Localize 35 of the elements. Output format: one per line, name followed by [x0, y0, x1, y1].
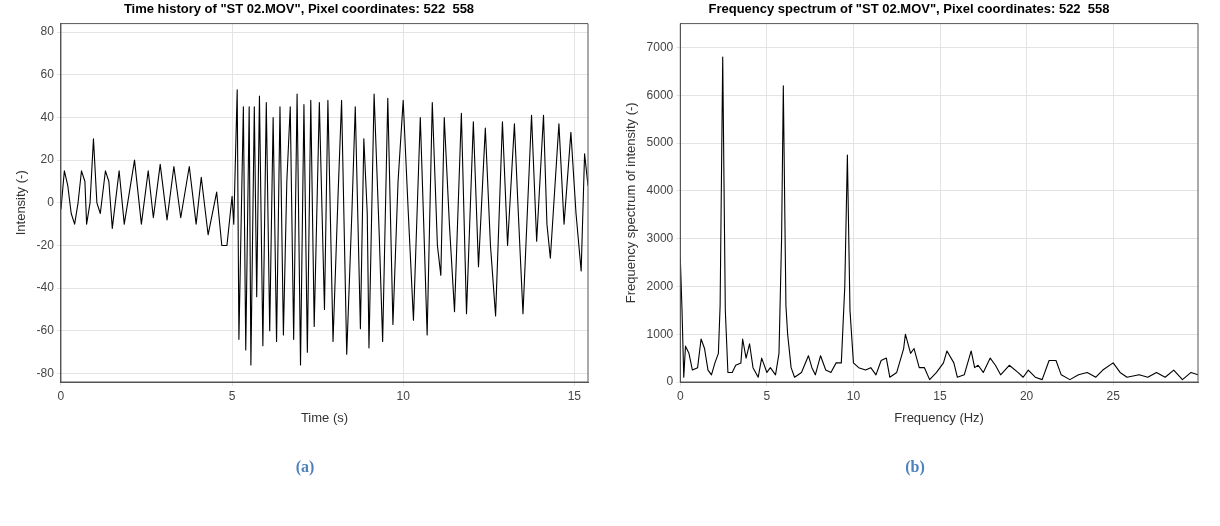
y-tick-label: -40	[36, 280, 55, 295]
x-tick-label: 0	[676, 388, 684, 403]
chart-title: Frequency spectrum of "ST 02.MOV", Pixel coordinates: 522 558	[708, 1, 1110, 17]
y-tick-label: 20	[40, 152, 55, 167]
y-tick-label: 60	[40, 67, 55, 82]
y-tick-label: 0	[666, 374, 674, 389]
text: (b)	[905, 458, 925, 476]
x-tick-label: 5	[228, 388, 236, 403]
y-tick-label: 1000	[646, 326, 674, 341]
x-tick-label: 15	[567, 388, 582, 403]
text: (a)	[295, 458, 315, 476]
y-tick-label: -20	[36, 237, 55, 252]
y-tick-label: 5000	[646, 135, 674, 150]
y-tick-label: 0	[47, 195, 55, 210]
y-axis-title: Intensity (-)	[13, 170, 29, 236]
y-tick-label: -80	[36, 365, 55, 380]
y-tick-label: 4000	[646, 183, 674, 198]
y-axis-title: Frequency spectrum of intensity (-)	[623, 102, 639, 304]
x-tick-label: 0	[57, 388, 65, 403]
y-tick-label: -60	[36, 323, 55, 338]
chart-title: Time history of "ST 02.MOV", Pixel coordinates: 522 558	[123, 1, 475, 17]
x-tick-label: 5	[763, 388, 771, 403]
y-tick-label: 3000	[646, 230, 674, 245]
y-tick-label: 40	[40, 109, 55, 124]
x-tick-label: 10	[846, 388, 861, 403]
y-tick-label: 7000	[646, 39, 674, 54]
x-tick-label: 25	[1106, 388, 1121, 403]
y-tick-label: 2000	[646, 278, 674, 293]
x-tick-label: 20	[1019, 388, 1034, 403]
x-axis-title: Time (s)	[300, 409, 349, 425]
x-tick-label: 15	[933, 388, 948, 403]
y-tick-label: 80	[40, 24, 55, 39]
x-axis-title: Frequency (Hz)	[894, 409, 984, 425]
x-tick-label: 10	[396, 388, 411, 403]
y-tick-label: 6000	[646, 87, 674, 102]
